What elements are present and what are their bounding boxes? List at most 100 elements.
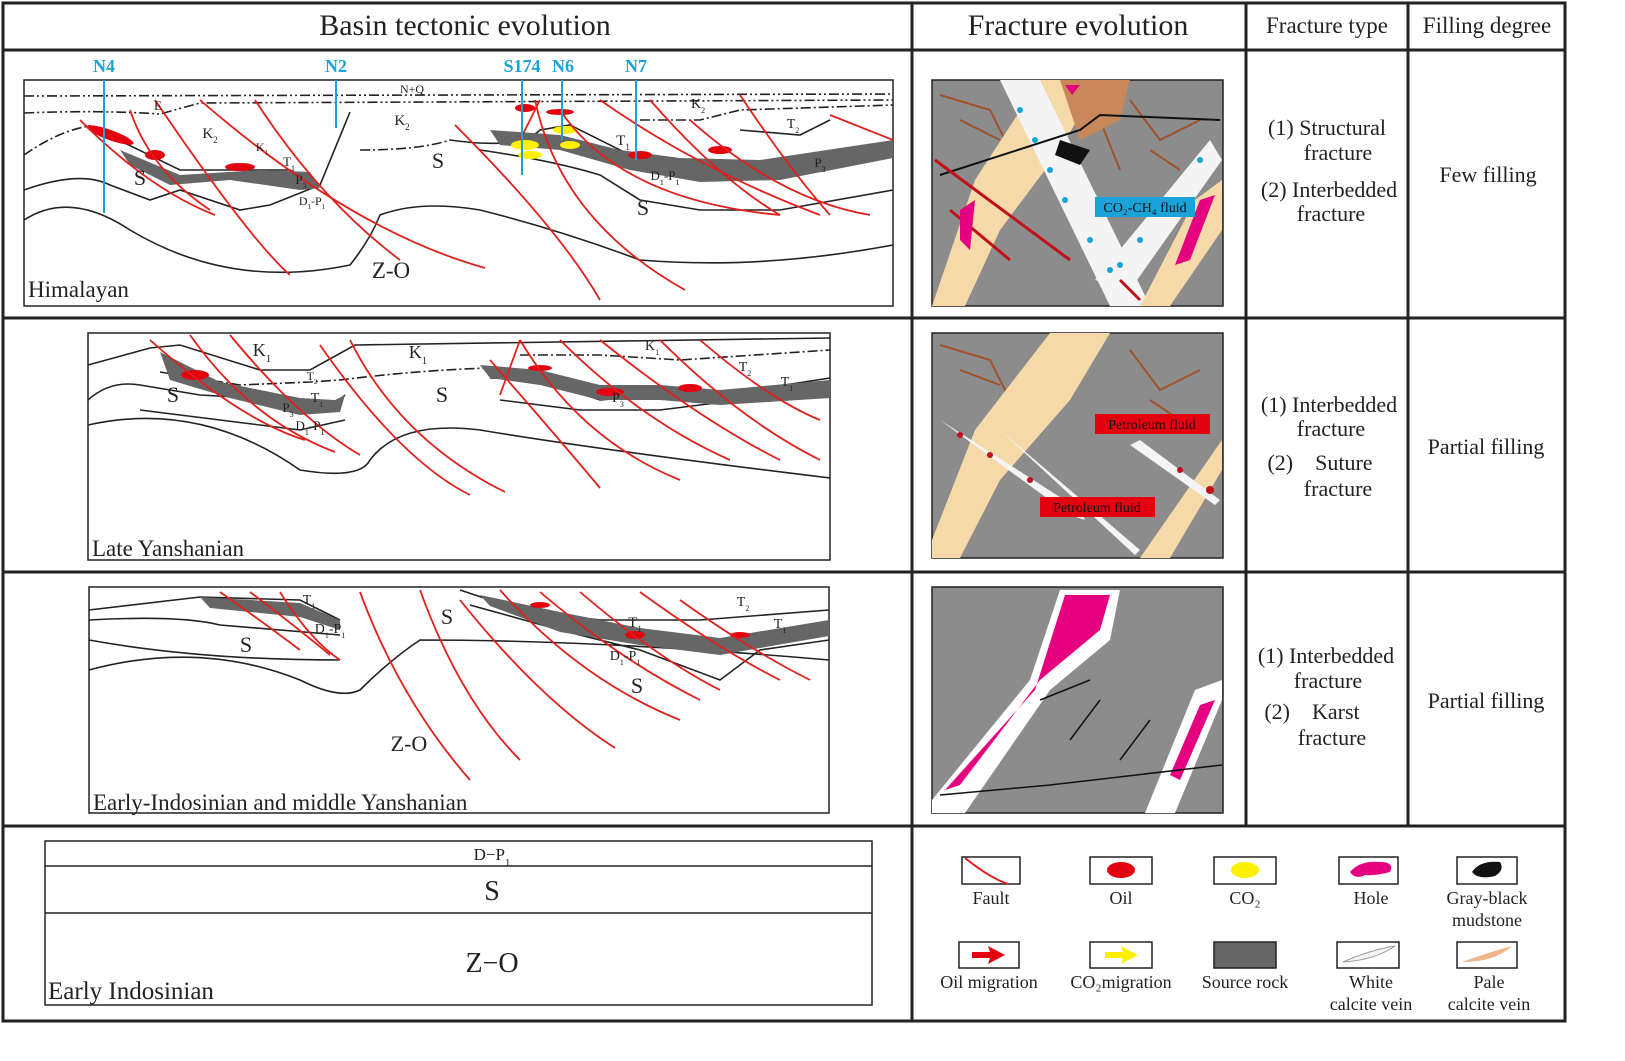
stratum-label: T2 <box>739 360 752 378</box>
filling-himalayan: Few filling <box>1439 162 1536 187</box>
early-indosinian-section: D−P1 S Z−O Early Indosinian <box>44 840 873 1006</box>
stage-label-early-indosinian-middle-yanshanian: Early-Indosinian and middle Yanshanian <box>93 790 468 815</box>
stage-label-himalayan: Himalayan <box>28 277 129 302</box>
fracture-type-text: fracture <box>1304 476 1372 501</box>
legend-label: Source rock <box>1202 972 1288 992</box>
filling-late-yanshanian: Partial filling <box>1428 434 1545 459</box>
stratum-label: P3 <box>282 400 293 419</box>
fracture-type-column: (1) Structural fracture (2) Interbedded … <box>1258 115 1397 750</box>
legend-label: Hole <box>1354 888 1389 908</box>
legend-label: Gray-black <box>1447 888 1528 908</box>
well-label-n2: N2 <box>325 56 347 76</box>
stratum-label: T1 <box>311 391 324 409</box>
legend-label: calcite vein <box>1330 994 1412 1014</box>
fracture-type-text: fracture <box>1297 416 1365 441</box>
legend-icons <box>958 856 1518 969</box>
co2-bodies <box>511 126 580 159</box>
hole-icon <box>1350 861 1392 877</box>
fracture-image-himalayan: CO₂-CH₄ fluid <box>931 79 1224 307</box>
fracture-type-text: (2) Karst <box>1264 699 1359 724</box>
himalayan-section: N4 N2 S174 N6 N7 N+QEK2K2K1T1P3D1-P1SST1… <box>23 56 894 307</box>
stratum-label: S <box>432 148 444 173</box>
stratum-label: P3 <box>814 155 825 174</box>
stratum-label: S <box>631 673 643 698</box>
stratum-label: P3 <box>612 391 624 409</box>
oil-icon <box>1107 862 1135 878</box>
layer-s: S <box>484 876 500 907</box>
stratum-label: K2 <box>394 113 409 132</box>
stratum-label: K2 <box>202 126 217 145</box>
wells <box>103 80 637 213</box>
header-row: Basin tectonic evolution Fracture evolut… <box>319 9 1551 42</box>
fracture-type-text: (1) Structural <box>1268 115 1386 140</box>
fracture-type-text: fracture <box>1297 201 1365 226</box>
legend-label: mudstone <box>1452 910 1522 930</box>
well-label-n7: N7 <box>625 56 647 76</box>
stage-label-late-yanshanian: Late Yanshanian <box>92 536 245 561</box>
stage-label-early-indosinian: Early Indosinian <box>48 978 214 1005</box>
fluid-label-petroleum-2: Petroleum fluid <box>1053 501 1141 516</box>
stratum-label: P3 <box>295 172 306 191</box>
legend-label: Oil migration <box>940 972 1038 992</box>
fluid-label-petroleum-1: Petroleum fluid <box>1108 418 1196 433</box>
stratum-label: T2 <box>307 369 318 386</box>
legend-label: Pale <box>1474 972 1505 992</box>
stratum-label: T1 <box>303 593 316 611</box>
well-label-n6: N6 <box>552 56 574 76</box>
fracture-type-text: fracture <box>1298 725 1366 750</box>
stratum-label: S <box>637 195 649 220</box>
fault-icon <box>964 857 1009 885</box>
well-label-n4: N4 <box>93 56 115 76</box>
stratum-label: K1 <box>256 140 269 157</box>
stratum-label: T1 <box>628 615 642 634</box>
header-filling-degree: Filling degree <box>1423 13 1551 38</box>
fluid-label-co2-ch4: CO₂-CH₄ fluid <box>1103 201 1186 216</box>
header-fracture-evolution: Fracture evolution <box>968 9 1189 42</box>
stratum-label: E <box>154 98 162 113</box>
stratum-label: D1-P1 <box>651 168 680 187</box>
fracture-image-late-yanshanian: Petroleum fluid Petroleum fluid <box>931 332 1224 559</box>
stratum-label: Z-O <box>391 731 428 756</box>
fracture-image-early-indosinian <box>931 586 1224 814</box>
stratum-label: N+Q <box>400 82 424 96</box>
fracture-type-text: (2) Suture <box>1267 450 1372 475</box>
fracture-type-text: (1) Interbedded <box>1258 643 1394 668</box>
well-labels: N4 N2 S174 N6 N7 <box>93 56 647 76</box>
stratum-label: K1 <box>645 339 659 357</box>
stratum-label: Z-O <box>372 258 410 283</box>
stratum-label: T2 <box>737 595 750 613</box>
stratum-label: S <box>441 604 453 629</box>
oil-bodies <box>86 104 732 171</box>
well-label-s174: S174 <box>503 56 540 76</box>
stratum-label: K2 <box>691 97 705 115</box>
header-fracture-type: Fracture type <box>1266 13 1388 38</box>
stratum-label: D1-P1 <box>315 622 346 640</box>
stratum-label: S <box>240 632 252 657</box>
oil-migration-icon <box>972 946 1005 964</box>
filling-early-indosinian: Partial filling <box>1428 688 1545 713</box>
co2-migration-icon <box>1105 946 1138 964</box>
header-basin: Basin tectonic evolution <box>319 9 611 42</box>
stratum-label: D1-P1 <box>610 649 641 667</box>
fracture-type-text: fracture <box>1304 140 1372 165</box>
filling-degree-column: Few filling Partial filling Partial fill… <box>1428 162 1545 713</box>
stratum-label: D1-P1 <box>296 418 325 437</box>
legend-label: Oil <box>1109 888 1132 908</box>
mudstone-icon <box>1472 861 1502 878</box>
faults <box>79 94 894 301</box>
stratum-label: T1 <box>781 375 794 393</box>
layer-d-p1: D−P1 <box>474 845 511 869</box>
early-indosinian-middle-yanshanian-section: T1 D1-P1 S S T1 D1-P1 S T2 T1 Z-O Early-Indosinia… <box>88 586 830 815</box>
stratum-label: K1 <box>253 340 272 365</box>
fracture-type-text: fracture <box>1294 668 1362 693</box>
stratum-label: T2 <box>787 117 800 135</box>
pale-calcite-vein-icon <box>1462 946 1512 962</box>
fracture-type-text: (2) Interbedded <box>1261 177 1397 202</box>
legend-label: White <box>1349 972 1393 992</box>
strata-labels: T1 D1-P1 S S T1 D1-P1 S T2 T1 Z-O <box>240 593 786 756</box>
co2-icon <box>1231 862 1259 878</box>
